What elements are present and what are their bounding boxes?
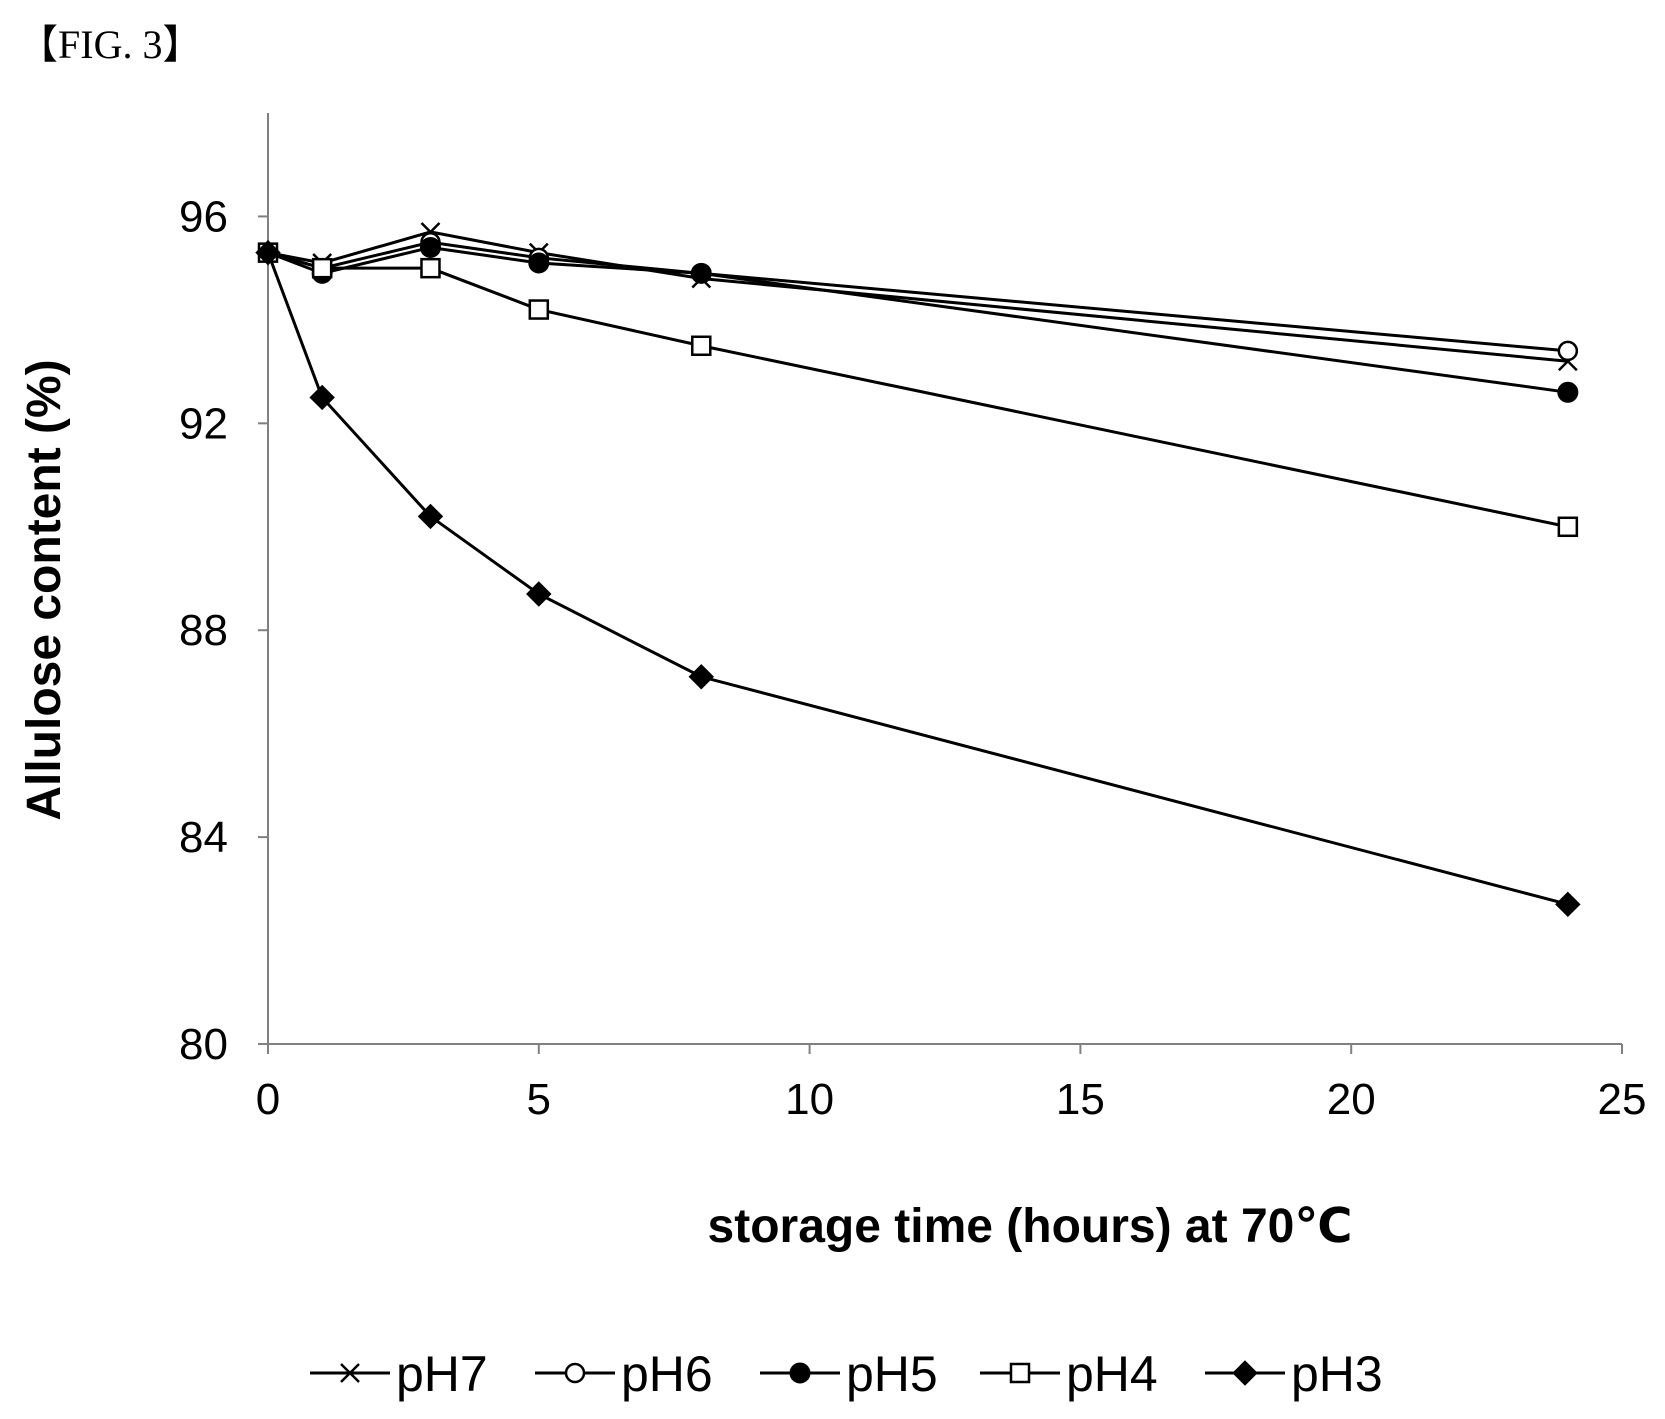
series-lines	[266, 230, 1569, 906]
data-point-pH3	[1555, 891, 1581, 918]
data-point-pH3	[417, 503, 444, 530]
data-point-pH5	[419, 236, 441, 258]
data-point-pH3	[526, 581, 552, 607]
legend-item-pH3: pH3	[1205, 1346, 1383, 1402]
data-point-pH4	[1557, 516, 1579, 538]
legend-label: pH3	[1291, 1346, 1383, 1402]
data-point-pH3	[688, 664, 714, 690]
legend: pH7 pH6 pH5 pH4 pH3	[310, 1346, 1383, 1402]
series-line-pH5	[267, 245, 1569, 394]
y-tick-label: 84	[179, 813, 228, 862]
legend-item-pH6: pH6	[535, 1346, 713, 1402]
data-point-pH4	[691, 335, 712, 356]
data-point-pH4	[420, 257, 441, 279]
y-tick-label: 88	[179, 606, 228, 655]
data-point-pH5	[528, 252, 550, 274]
y-axis-title: Allulose content (%)	[18, 359, 71, 820]
y-tick-label: 80	[179, 1020, 228, 1069]
legend-label: pH7	[396, 1346, 488, 1402]
legend-marker	[564, 1362, 586, 1384]
data-point-pH6	[1557, 340, 1579, 362]
x-tick-label: 25	[1598, 1075, 1647, 1124]
legend-marker	[789, 1362, 811, 1384]
y-tick-label: 96	[179, 192, 228, 241]
axes	[258, 113, 1623, 1054]
y-tick-label: 92	[179, 399, 228, 448]
legend-label: pH5	[846, 1346, 938, 1402]
data-point-pH3	[309, 384, 335, 411]
data-point-pH3	[255, 239, 281, 266]
data-point-pH4	[311, 257, 333, 279]
x-tick-label: 20	[1327, 1075, 1376, 1124]
legend-label: pH6	[621, 1346, 713, 1402]
x-tick-label: 0	[256, 1075, 280, 1124]
tick-labels: 80 84 88 92 96 0 5 10 15 20 25	[179, 192, 1646, 1124]
series-markers	[255, 222, 1581, 918]
x-tick-label: 5	[527, 1075, 551, 1124]
legend-label: pH4	[1066, 1346, 1158, 1402]
legend-item-pH5: pH5	[760, 1346, 938, 1402]
series-line-pH3	[266, 252, 1569, 906]
series-line-pH6	[267, 240, 1568, 353]
figure-label: 【FIG. 3】	[18, 22, 203, 67]
legend-item-pH7: pH7	[310, 1346, 488, 1402]
x-tick-label: 15	[1056, 1075, 1105, 1124]
legend-marker	[340, 1363, 360, 1383]
legend-marker	[1009, 1362, 1031, 1384]
x-tick-label: 10	[785, 1075, 834, 1124]
data-point-pH5	[690, 262, 712, 284]
data-point-pH5	[1557, 381, 1579, 403]
legend-marker	[1232, 1360, 1258, 1386]
data-point-pH4	[528, 299, 550, 320]
legend-item-pH4: pH4	[980, 1346, 1158, 1402]
x-axis-title: storage time (hours) at 70℃	[708, 1200, 1353, 1253]
